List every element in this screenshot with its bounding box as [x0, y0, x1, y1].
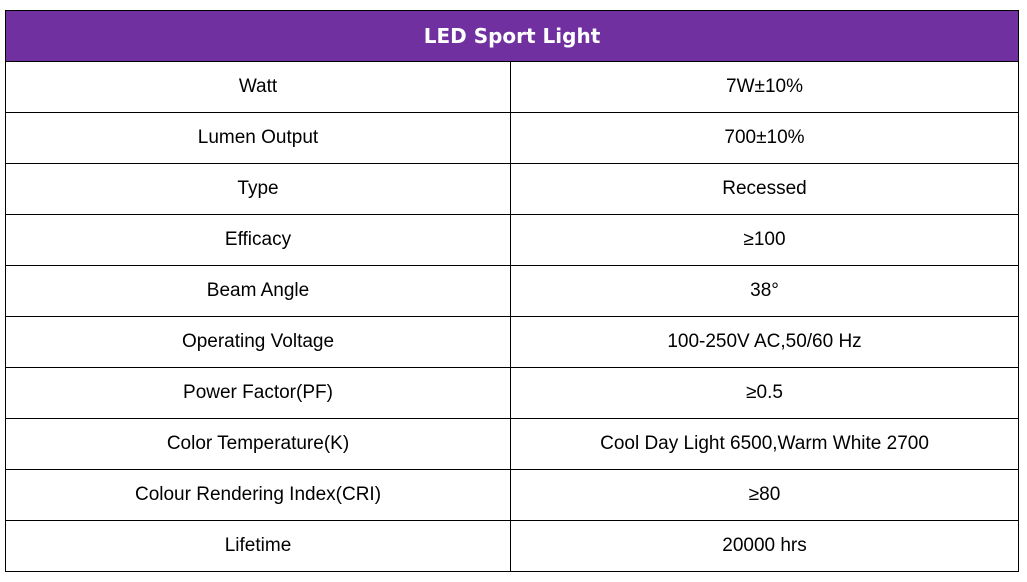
spec-value: ≥100 [509, 214, 1020, 266]
table-header-row: LED Sport Light [4, 10, 1020, 62]
spec-label: Lifetime [5, 520, 511, 572]
spec-value: ≥0.5 [509, 367, 1020, 419]
spec-value: 700±10% [509, 112, 1020, 164]
spec-value: 38° [509, 265, 1020, 317]
table-row: Colour Rendering Index(CRI) ≥80 [5, 469, 1020, 521]
table-row: Beam Angle 38° [5, 265, 1020, 317]
spec-value: 20000 hrs [509, 520, 1020, 572]
table-row: Type Recessed [5, 163, 1020, 215]
spec-label: Type [5, 163, 511, 215]
table-row: Watt 7W±10% [5, 61, 1020, 113]
spec-value: ≥80 [509, 469, 1020, 521]
table-title: LED Sport Light [4, 10, 1020, 62]
spec-label: Operating Voltage [5, 316, 511, 368]
table-row: Efficacy ≥100 [5, 214, 1020, 266]
spec-label: Lumen Output [5, 112, 511, 164]
table-row: Power Factor(PF) ≥0.5 [5, 367, 1020, 419]
table-row: Color Temperature(K) Cool Day Light 6500… [5, 418, 1020, 470]
table-row: Operating Voltage 100-250V AC,50/60 Hz [5, 316, 1020, 368]
spec-label: Watt [5, 61, 511, 113]
spec-value: 7W±10% [509, 61, 1020, 113]
table-row: Lumen Output 700±10% [5, 112, 1020, 164]
spec-table: LED Sport Light Watt 7W±10% Lumen Output… [4, 10, 1020, 572]
spec-value: Recessed [509, 163, 1020, 215]
spec-label: Power Factor(PF) [5, 367, 511, 419]
spec-label: Colour Rendering Index(CRI) [5, 469, 511, 521]
spec-label: Color Temperature(K) [5, 418, 511, 470]
spec-value: 100-250V AC,50/60 Hz [509, 316, 1020, 368]
spec-label: Beam Angle [5, 265, 511, 317]
spec-value: Cool Day Light 6500,Warm White 2700 [509, 418, 1020, 470]
spec-label: Efficacy [5, 214, 511, 266]
table-row: Lifetime 20000 hrs [5, 520, 1020, 572]
